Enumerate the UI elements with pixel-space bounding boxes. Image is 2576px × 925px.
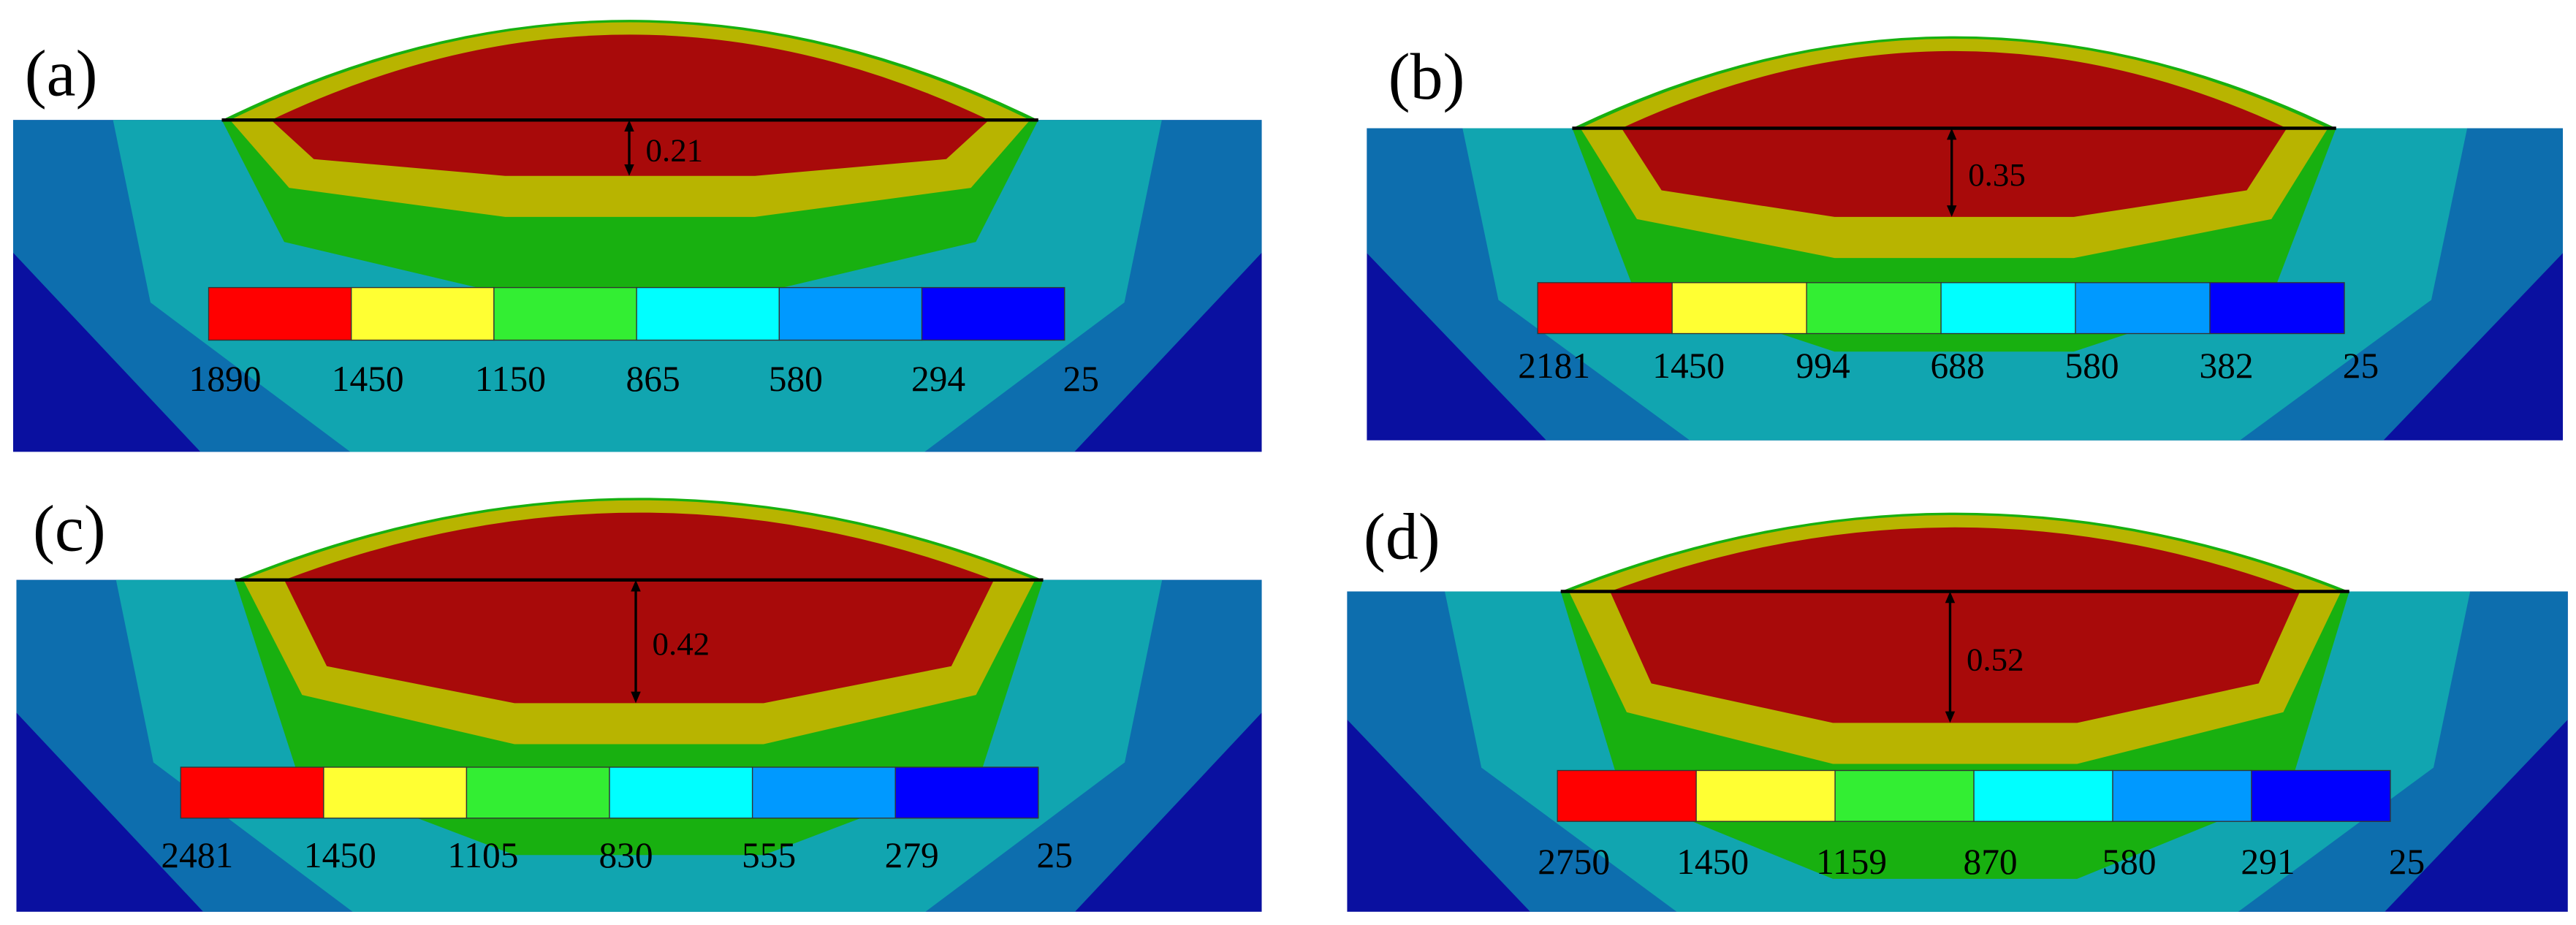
legend-swatch xyxy=(1834,769,1975,822)
legend-label: 2481 xyxy=(161,835,233,875)
depth-label: 0.35 xyxy=(1968,156,2026,193)
legend-label: 1105 xyxy=(447,835,518,875)
legend-swatch xyxy=(323,766,468,819)
legend-swatch xyxy=(2075,282,2211,335)
legend-label: 2750 xyxy=(1538,842,1610,882)
legend-swatch xyxy=(2251,769,2391,822)
legend-swatch xyxy=(2209,282,2345,335)
legend-swatch xyxy=(1973,769,2113,822)
panel: 0.52 (d) 2750 1450 1159 870 580 291 25 xyxy=(1347,501,2568,912)
arrow-head xyxy=(1946,205,1957,217)
arrow-head xyxy=(624,120,634,132)
legend-swatch xyxy=(1806,282,1942,335)
legend-label: 580 xyxy=(2064,346,2119,386)
legend-label: 25 xyxy=(1063,359,1099,399)
legend-label: 994 xyxy=(1796,346,1850,386)
contour-red xyxy=(284,512,995,704)
legend-swatch xyxy=(180,766,324,819)
legend-swatch xyxy=(751,766,896,819)
legend-label: 580 xyxy=(769,359,823,399)
legend-label: 382 xyxy=(2199,346,2253,386)
arrow-head xyxy=(631,691,641,704)
panel-label: (a) xyxy=(25,38,98,110)
depth-label: 0.52 xyxy=(1967,641,2024,677)
panel-label: (d) xyxy=(1364,501,1440,574)
legend-label: 279 xyxy=(885,835,939,875)
legend-label: 25 xyxy=(2389,842,2425,882)
legend-label: 830 xyxy=(599,835,653,875)
legend-label: 25 xyxy=(2343,346,2379,386)
legend-label: 1150 xyxy=(475,359,546,399)
legend-label: 1450 xyxy=(1652,346,1725,386)
legend-label: 2181 xyxy=(1518,346,1590,386)
legend-swatch xyxy=(1695,769,1836,822)
legend-swatch xyxy=(894,766,1039,819)
legend-swatch xyxy=(921,286,1065,341)
legend-swatch xyxy=(609,766,753,819)
legend-label: 1450 xyxy=(1676,842,1749,882)
panel: 0.35 (b) 2181 1450 994 688 580 382 25 xyxy=(1367,36,2564,441)
legend-label: 1450 xyxy=(304,835,376,875)
legend-label: 580 xyxy=(2102,842,2156,882)
panel-label: (b) xyxy=(1388,41,1465,113)
legend-swatch xyxy=(1940,282,2076,335)
legend-label: 870 xyxy=(1963,842,2017,882)
legend-swatch xyxy=(493,286,637,341)
legend-label: 1450 xyxy=(332,359,404,399)
legend-swatch xyxy=(1557,769,1697,822)
legend-label: 1890 xyxy=(189,359,262,399)
legend-label: 555 xyxy=(742,835,796,875)
legend-swatch xyxy=(636,286,780,341)
arrow-head xyxy=(624,164,634,176)
arrow-head xyxy=(631,579,641,592)
panel: 0.21 (a) 1890 1450 1150 865 580 294 25 xyxy=(12,20,1262,452)
legend-swatch xyxy=(351,286,495,341)
legend-swatch xyxy=(2112,769,2252,822)
legend-label: 294 xyxy=(911,359,965,399)
panel: 0.42 (c) 2481 1450 1105 830 555 279 25 xyxy=(16,492,1262,912)
legend-swatch xyxy=(1671,282,1807,335)
depth-label: 0.42 xyxy=(652,625,710,662)
arrow-head xyxy=(1945,591,1956,604)
arrow-head xyxy=(1945,711,1956,723)
legend-label: 688 xyxy=(1931,346,1985,386)
legend-label: 865 xyxy=(626,359,680,399)
panel-label: (c) xyxy=(33,492,106,565)
legend-swatch xyxy=(778,286,923,341)
legend-label: 25 xyxy=(1037,835,1073,875)
arrow-head xyxy=(1946,128,1957,140)
contour-red xyxy=(270,34,989,176)
contour-red xyxy=(1610,527,2300,723)
legend-label: 1159 xyxy=(1816,842,1887,882)
legend-swatch xyxy=(466,766,610,819)
depth-label: 0.21 xyxy=(645,132,703,168)
legend-swatch xyxy=(1537,282,1673,335)
legend-label: 291 xyxy=(2241,842,2295,882)
legend-swatch xyxy=(208,286,352,341)
